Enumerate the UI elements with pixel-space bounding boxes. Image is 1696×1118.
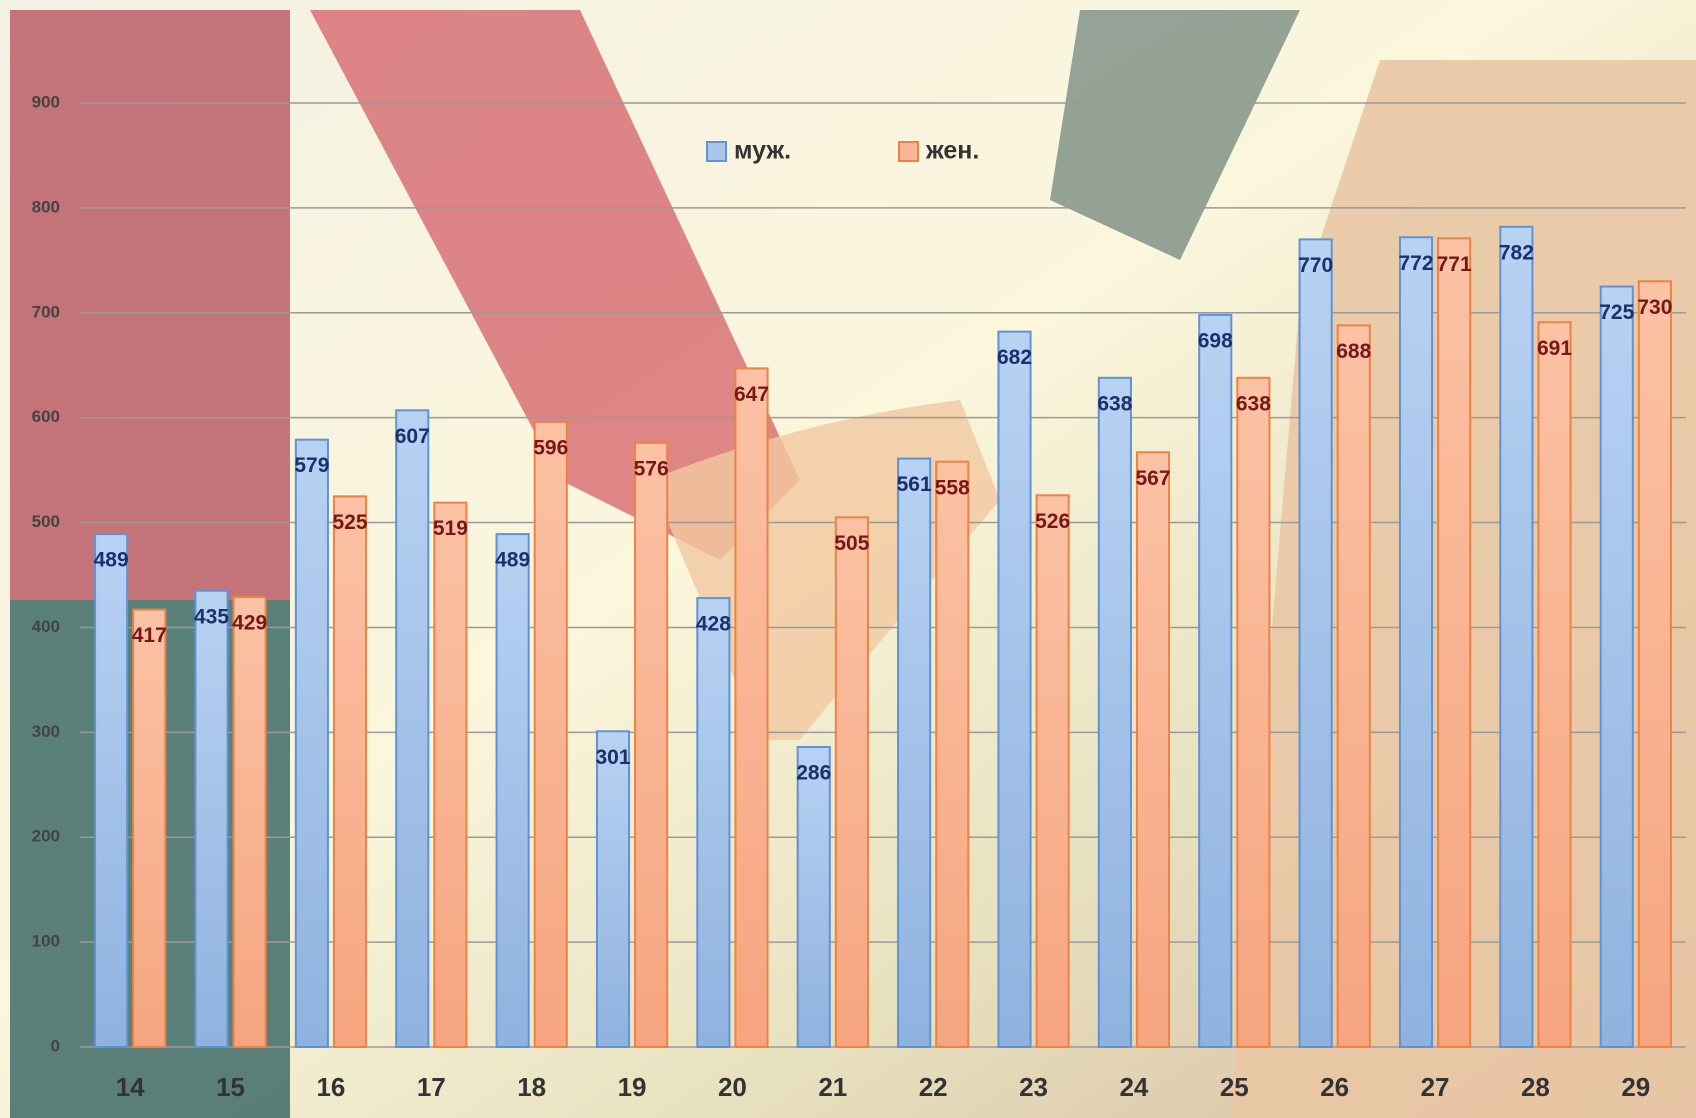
legend-swatch [898,141,919,162]
x-tick-label: 20 [718,1072,747,1102]
bar [132,608,167,1048]
bar [796,746,831,1048]
y-tick-label: 100 [32,932,60,951]
bar [1437,237,1472,1049]
bar [935,460,970,1049]
y-tick-label: 800 [32,197,60,216]
value-label: 647 [734,383,769,406]
x-tick-label: 26 [1320,1072,1349,1102]
value-label: 525 [332,511,367,534]
y-tick-label: 0 [51,1036,60,1055]
bar [897,457,932,1049]
bar [1135,451,1171,1048]
value-label: 428 [696,613,731,636]
bar [997,330,1032,1048]
x-tick-label: 25 [1220,1072,1249,1102]
bar [1035,494,1070,1049]
y-tick-label: 900 [32,92,60,111]
x-tick-label: 23 [1019,1072,1048,1102]
x-tick-label: 18 [517,1072,546,1102]
bar [1599,285,1634,1048]
bar [332,495,368,1049]
value-label: 772 [1398,252,1433,275]
value-label: 607 [395,425,430,448]
bar [1637,280,1672,1048]
value-label: 698 [1198,329,1233,352]
x-tick-label: 17 [417,1072,446,1102]
bar [294,438,329,1048]
bar [433,501,468,1049]
bar [495,533,530,1048]
x-tick-label: 21 [818,1072,847,1102]
value-label: 770 [1298,254,1333,277]
value-label: 688 [1336,340,1371,363]
value-label: 561 [897,473,932,496]
value-label: 782 [1499,241,1534,264]
value-label: 691 [1537,337,1572,360]
legend-label: жен. [925,137,979,165]
value-label: 638 [1097,392,1132,415]
value-label: 519 [433,517,468,540]
legend-label: муж. [734,137,791,165]
y-tick-label: 700 [32,302,60,321]
value-label: 579 [294,454,329,477]
value-label: 301 [595,746,630,769]
bar [395,409,430,1048]
value-label: 725 [1599,301,1634,324]
x-tick-label: 29 [1621,1072,1650,1102]
bar [734,367,769,1048]
value-label: 417 [132,624,167,647]
bar [194,589,229,1048]
bar [533,420,568,1048]
x-tick-label: 27 [1421,1072,1450,1102]
x-tick-label: 28 [1521,1072,1550,1102]
value-label: 567 [1135,467,1170,490]
bar [94,533,129,1048]
value-label: 682 [997,346,1032,369]
value-label: 576 [634,457,669,480]
y-tick-label: 500 [32,512,60,531]
bar [1537,321,1572,1048]
bar [232,596,267,1048]
bar [1499,225,1534,1049]
bar [1398,236,1434,1049]
bar [1236,376,1271,1048]
bar [1198,313,1233,1048]
x-tick-label: 15 [216,1072,245,1102]
x-tick-label: 22 [919,1072,948,1102]
value-label: 505 [834,532,869,555]
value-label: 730 [1637,296,1672,319]
y-tick-label: 400 [32,617,60,636]
bar [1336,324,1371,1048]
bar [834,516,869,1048]
value-label: 558 [935,476,970,499]
value-label: 638 [1236,392,1271,415]
bar [634,441,669,1048]
y-tick-label: 600 [32,407,60,426]
x-tick-label: 16 [316,1072,345,1102]
bar [1298,238,1333,1049]
bar [595,730,631,1048]
value-label: 489 [94,549,129,572]
value-label: 526 [1035,510,1070,533]
legend-swatch [706,141,727,162]
value-label: 771 [1437,253,1472,276]
value-label: 489 [495,549,530,572]
value-label: 435 [194,605,229,628]
y-tick-label: 200 [32,827,60,846]
y-tick-label: 300 [32,722,60,741]
bar [1097,376,1132,1048]
value-label: 286 [796,762,831,785]
x-tick-label: 14 [116,1072,145,1102]
bar [696,597,731,1048]
x-tick-label: 24 [1119,1072,1148,1102]
value-label: 429 [232,612,267,635]
x-tick-label: 19 [618,1072,647,1102]
value-label: 596 [533,436,568,459]
